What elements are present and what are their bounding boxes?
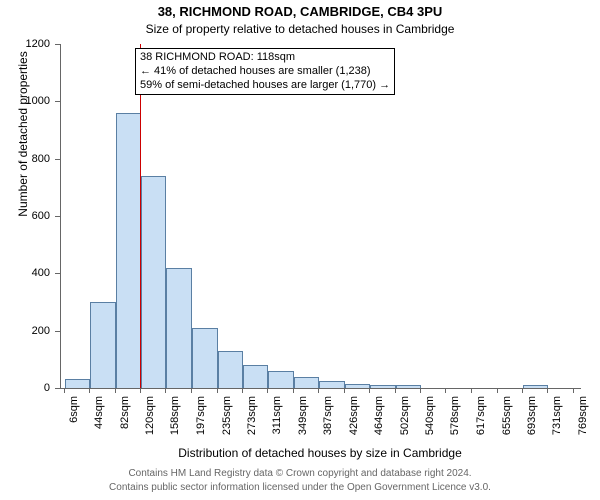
x-tick-label: 731sqm [551,396,563,496]
annotation-line: 38 RICHMOND ROAD: 118sqm [140,51,390,65]
x-tick-label: 578sqm [449,396,461,496]
y-tick-mark [55,44,60,45]
x-tick-label: 349sqm [297,396,309,496]
plot-area [60,44,581,389]
y-tick-mark [55,159,60,160]
y-tick-mark [55,273,60,274]
x-tick-label: 617sqm [475,396,487,496]
x-tick-mark [547,388,548,393]
x-tick-mark [573,388,574,393]
x-tick-mark [217,388,218,393]
histogram-bar [218,351,243,388]
x-tick-mark [267,388,268,393]
y-tick-label: 600 [0,210,50,222]
y-tick-mark [55,101,60,102]
reference-line [140,44,141,388]
x-tick-label: 44sqm [93,396,105,496]
y-tick-label: 200 [0,325,50,337]
x-tick-label: 464sqm [373,396,385,496]
x-tick-label: 120sqm [144,396,156,496]
x-tick-mark [344,388,345,393]
x-tick-mark [318,388,319,393]
x-tick-label: 273sqm [246,396,258,496]
x-tick-label: 502sqm [399,396,411,496]
x-tick-mark [445,388,446,393]
histogram-bar [116,113,141,388]
histogram-bar [90,302,115,388]
histogram-bar [166,268,192,388]
x-tick-label: 387sqm [322,396,334,496]
x-tick-label: 311sqm [271,396,283,496]
x-tick-label: 540sqm [424,396,436,496]
y-tick-mark [55,388,60,389]
y-tick-label: 1000 [0,95,50,107]
y-tick-label: 400 [0,267,50,279]
x-tick-label: 197sqm [195,396,207,496]
x-tick-mark [497,388,498,393]
chart-title-line2: Size of property relative to detached ho… [0,22,600,36]
x-tick-mark [420,388,421,393]
x-tick-label: 655sqm [501,396,513,496]
x-tick-label: 6sqm [68,396,80,496]
y-tick-mark [55,216,60,217]
x-tick-mark [369,388,370,393]
x-tick-label: 769sqm [577,396,589,496]
histogram-bar [319,381,345,388]
histogram-bar [370,385,395,388]
x-tick-mark [140,388,141,393]
y-tick-mark [55,331,60,332]
histogram-bar [345,384,370,388]
histogram-bar [523,385,548,388]
histogram-bar [268,371,293,388]
x-tick-label: 82sqm [119,396,131,496]
x-tick-label: 426sqm [348,396,360,496]
x-tick-mark [522,388,523,393]
annotation-box: 38 RICHMOND ROAD: 118sqm← 41% of detache… [135,48,395,95]
annotation-line: 59% of semi-detached houses are larger (… [140,79,390,93]
y-tick-label: 0 [0,382,50,394]
annotation-line: ← 41% of detached houses are smaller (1,… [140,65,390,79]
x-tick-mark [89,388,90,393]
histogram-bar [294,377,319,388]
chart-container: { "chart": { "type": "histogram", "title… [0,0,600,500]
histogram-bar [141,176,166,388]
x-tick-mark [191,388,192,393]
x-tick-label: 235sqm [221,396,233,496]
x-tick-mark [64,388,65,393]
histogram-bar [192,328,217,388]
chart-title-line1: 38, RICHMOND ROAD, CAMBRIDGE, CB4 3PU [0,4,600,19]
x-tick-mark [395,388,396,393]
histogram-bar [243,365,268,388]
x-tick-mark [115,388,116,393]
histogram-bar [396,385,421,388]
y-tick-label: 800 [0,153,50,165]
x-tick-label: 158sqm [169,396,181,496]
histogram-bar [65,379,90,388]
y-tick-label: 1200 [0,38,50,50]
x-tick-mark [471,388,472,393]
x-tick-mark [242,388,243,393]
x-tick-mark [165,388,166,393]
x-tick-label: 693sqm [526,396,538,496]
x-tick-mark [293,388,294,393]
